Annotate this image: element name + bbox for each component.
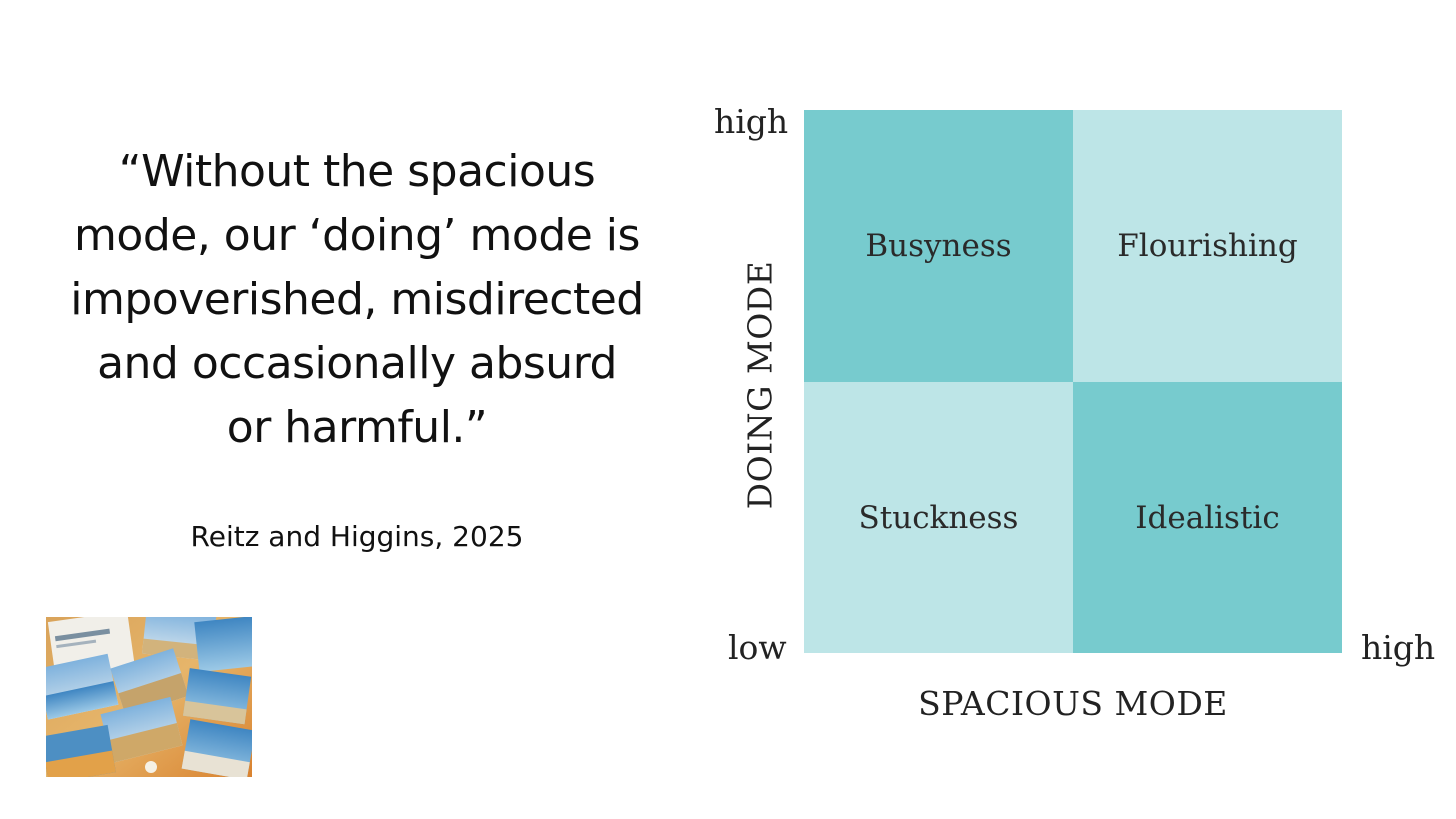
x-axis-label: SPACIOUS MODE [918, 684, 1228, 723]
quadrant-flourishing: Flourishing [1073, 110, 1342, 382]
x-axis-high-label: high [1361, 628, 1436, 667]
quadrant-stuckness: Stuckness [804, 382, 1073, 653]
quadrant-idealistic: Idealistic [1073, 382, 1342, 653]
y-axis-high-label: high [714, 102, 789, 141]
y-axis-low-label: low [728, 628, 787, 667]
quadrant-label: Flourishing [1117, 228, 1298, 264]
quote-text: “Without the spacious mode, our ‘doing’ … [70, 146, 644, 453]
quadrant-label: Stuckness [858, 499, 1019, 536]
quadrant-label: Busyness [865, 228, 1012, 264]
quote-attribution: Reitz and Higgins, 2025 [190, 520, 524, 553]
y-axis-label: DOING MODE [740, 260, 780, 510]
collage-of-cards-icon [46, 617, 252, 777]
quadrant-label: Idealistic [1135, 499, 1280, 536]
quadrant-busyness: Busyness [804, 110, 1073, 382]
